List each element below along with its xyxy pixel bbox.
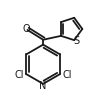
Text: Cl: Cl <box>62 70 72 80</box>
Text: N: N <box>39 81 47 91</box>
Text: O: O <box>23 24 30 34</box>
Text: S: S <box>73 36 79 46</box>
Text: Cl: Cl <box>15 70 24 80</box>
